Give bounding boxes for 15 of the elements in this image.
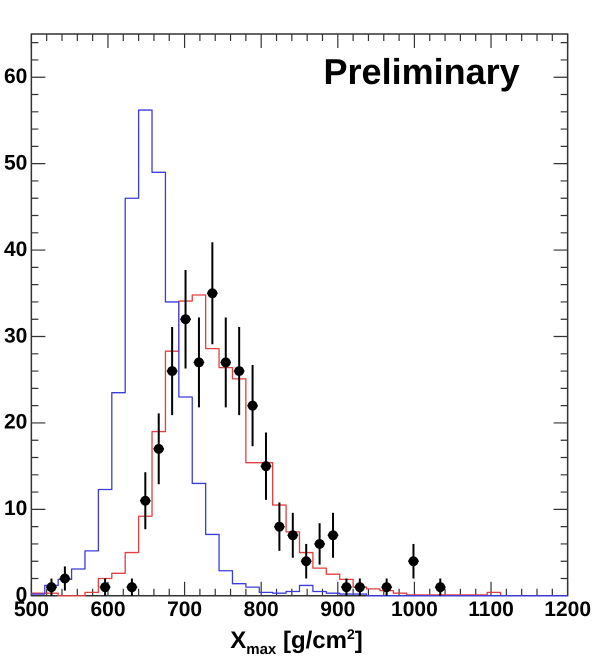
x-tick-label: 1000 (391, 598, 438, 622)
x-tick-label: 700 (167, 598, 202, 622)
annotation: Preliminary (324, 50, 520, 92)
y-tick-label: 60 (4, 65, 28, 88)
y-tick-label: 40 (4, 238, 28, 261)
x-tick-label: 1100 (468, 598, 514, 622)
y-tick-label: 20 (4, 410, 28, 434)
x-tick-label: 900 (320, 598, 356, 622)
x-tick-label: 1200 (544, 598, 591, 622)
y-tick-label: 50 (4, 151, 28, 174)
x-axis-title: X$_{max}$ [g/cm$^{2}$] (229, 626, 364, 658)
y-tick-label: 30 (4, 324, 28, 348)
x-tick-label: 600 (90, 598, 126, 622)
y-tick-label: 10 (4, 497, 28, 520)
x-tick-label: 800 (244, 598, 279, 622)
